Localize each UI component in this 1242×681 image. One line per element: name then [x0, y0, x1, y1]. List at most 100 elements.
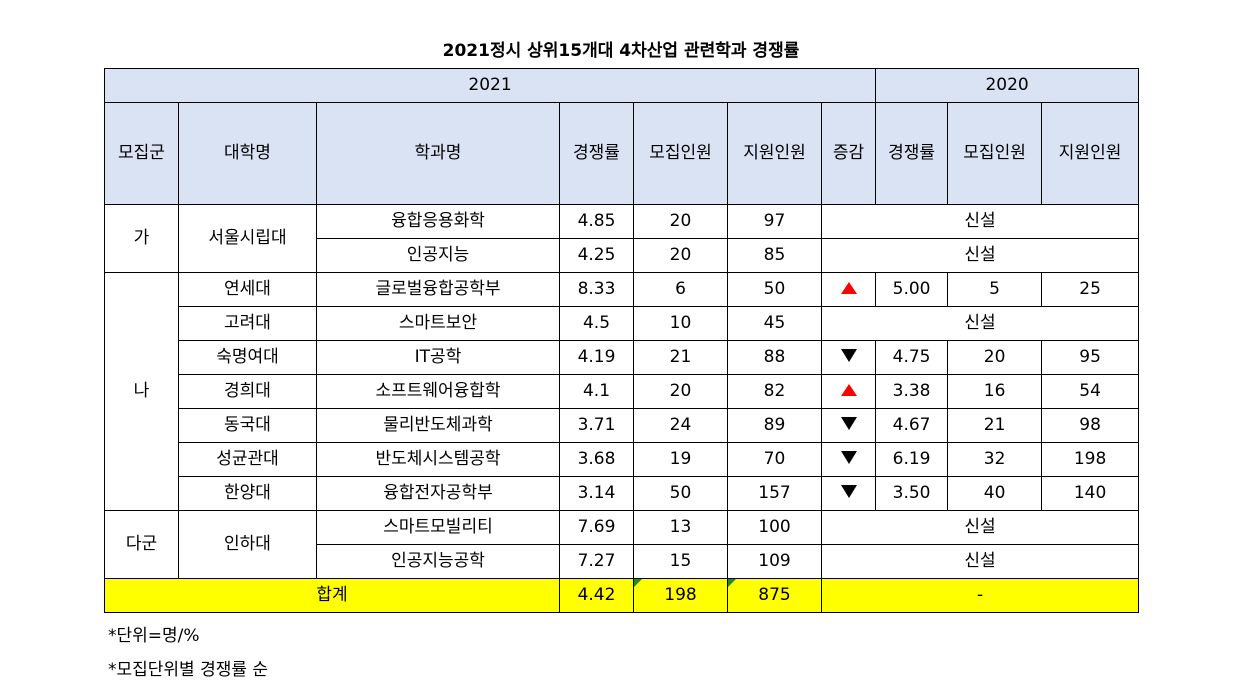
total-rate-cell: 4.42 — [559, 578, 634, 613]
quota-2021-cell: 21 — [633, 340, 728, 375]
table-row: 성균관대 반도체시스템공학 3.68 19 70 6.19 32 198 — [105, 442, 1140, 477]
total-applicants-cell: 875 — [727, 578, 822, 613]
rate-2021-cell: 4.85 — [559, 204, 634, 239]
column-header: 증감 — [820, 102, 877, 205]
group-cell: 다군 — [104, 510, 179, 579]
quota-2020-cell: 5 — [947, 272, 1043, 307]
column-header: 모집군 — [104, 102, 179, 205]
total-label-cell-text: 합계 — [316, 585, 348, 605]
table-row: 인공지능공학 7.27 15 109 신설 — [105, 544, 1140, 579]
applicants-2021-cell: 89 — [727, 408, 822, 443]
triangle-up-icon — [840, 282, 857, 294]
rate-2021-cell: 4.19 — [559, 340, 634, 375]
department-cell: 인공지능 — [316, 238, 560, 273]
applicants-2021-cell: 100 — [727, 510, 822, 545]
rate-2021-cell: 8.33 — [559, 272, 634, 307]
applicants-2021-cell: 45 — [727, 306, 822, 341]
table-row: 고려대 스마트보안 4.5 10 45 신설 — [105, 306, 1140, 341]
quota-2021-cell: 50 — [633, 476, 728, 511]
total-quota-cell-text: 198 — [664, 585, 697, 605]
column-header: 대학명 — [178, 102, 317, 205]
group-cell: 가 — [104, 204, 179, 273]
rate-2021-cell: 4.1 — [559, 374, 634, 409]
new-program-cell: 신설 — [820, 238, 1140, 273]
total-applicants-cell-text: 875 — [758, 585, 791, 605]
university-cell: 동국대 — [178, 408, 317, 443]
rate-2021-cell: 4.25 — [559, 238, 634, 273]
department-cell: IT공학 — [316, 340, 560, 375]
trend-cell — [820, 340, 877, 375]
new-program-cell: 신설 — [820, 544, 1140, 579]
total-rest-cell: - — [820, 578, 1140, 613]
group-cell: 나 — [104, 272, 179, 511]
rate-2020-cell: 5.00 — [875, 272, 949, 307]
rate-2020-cell: 4.75 — [875, 340, 949, 375]
quota-2020-cell: 16 — [947, 374, 1043, 409]
table-row: 가 서울시립대 융합응용화학 4.85 20 97 신설 — [104, 204, 1140, 273]
trend-cell — [820, 442, 877, 477]
university-cell: 한양대 — [178, 476, 317, 511]
new-program-cell: 신설 — [820, 510, 1140, 545]
column-header: 지원인원 — [1041, 102, 1140, 205]
rate-2021-cell: 3.71 — [559, 408, 634, 443]
rate-2020-cell: 3.38 — [875, 374, 949, 409]
quota-2021-cell: 13 — [633, 510, 728, 545]
applicants-2020-cell: 95 — [1041, 340, 1140, 375]
quota-2021-cell: 24 — [633, 408, 728, 443]
competition-rate-table: 2021 2020 모집군 대학명 학과명 경쟁률 모집인원 지원인원 증감 경… — [103, 68, 1140, 613]
new-program-cell: 신설 — [820, 306, 1140, 341]
applicants-2021-cell: 82 — [727, 374, 822, 409]
rate-2021-cell: 7.27 — [559, 544, 634, 579]
triangle-down-icon — [840, 349, 857, 362]
quota-2020-cell: 21 — [947, 408, 1043, 443]
rate-2021-cell: 7.69 — [559, 510, 634, 545]
department-cell: 물리반도체과학 — [316, 408, 560, 443]
university-cell: 서울시립대 — [178, 204, 317, 273]
year-2020-header: 2020 — [875, 68, 1140, 103]
department-cell: 글로벌융합공학부 — [316, 272, 560, 307]
triangle-down-icon — [840, 451, 857, 464]
trend-cell — [820, 374, 877, 409]
table-row: 한양대 융합전자공학부 3.14 50 157 3.50 40 140 — [105, 476, 1140, 511]
quota-2021-cell: 20 — [633, 238, 728, 273]
quota-2021-cell: 15 — [633, 544, 728, 579]
applicants-2020-cell: 98 — [1041, 408, 1140, 443]
total-quota-cell: 198 — [633, 578, 728, 613]
triangle-up-icon — [840, 384, 857, 396]
trend-cell — [820, 272, 877, 307]
rate-2021-cell: 3.68 — [559, 442, 634, 477]
column-header: 모집인원 — [633, 102, 728, 205]
unit-note: *단위=명/% — [108, 626, 200, 646]
applicants-2021-cell: 109 — [727, 544, 822, 579]
department-cell: 융합전자공학부 — [316, 476, 560, 511]
applicants-2021-cell: 50 — [727, 272, 822, 307]
rate-2020-cell: 3.50 — [875, 476, 949, 511]
triangle-down-icon — [840, 485, 857, 498]
department-cell: 인공지능공학 — [316, 544, 560, 579]
quota-2020-cell: 32 — [947, 442, 1043, 477]
university-cell: 경희대 — [178, 374, 317, 409]
year-2021-header: 2021 — [103, 68, 877, 103]
applicants-2021-cell: 157 — [727, 476, 822, 511]
department-cell: 소프트웨어융합학 — [316, 374, 560, 409]
university-cell: 숙명여대 — [178, 340, 317, 375]
table-row: 경희대 소프트웨어융합학 4.1 20 82 3.38 16 54 — [105, 374, 1140, 409]
department-cell: 반도체시스템공학 — [316, 442, 560, 477]
total-label-cell: 합계 — [104, 578, 560, 613]
table-title: 2021정시 상위15개대 4차산업 관련학과 경쟁률 — [442, 41, 800, 61]
total-row: 합계 4.42 198 875 - — [104, 578, 1140, 613]
trend-cell — [820, 476, 877, 511]
applicants-2021-cell: 85 — [727, 238, 822, 273]
rate-2021-cell: 3.14 — [559, 476, 634, 511]
quota-2020-cell: 20 — [947, 340, 1043, 375]
quota-2021-cell: 10 — [633, 306, 728, 341]
quota-2021-cell: 20 — [633, 374, 728, 409]
column-header: 지원인원 — [727, 102, 822, 205]
total-rate-cell-text: 4.42 — [577, 585, 616, 605]
quota-2021-cell: 20 — [633, 204, 728, 239]
applicants-2021-cell: 70 — [727, 442, 822, 477]
rate-2020-cell: 4.67 — [875, 408, 949, 443]
cell-note-marker-icon — [634, 579, 642, 587]
university-cell: 고려대 — [178, 306, 317, 341]
quota-2021-cell: 19 — [633, 442, 728, 477]
